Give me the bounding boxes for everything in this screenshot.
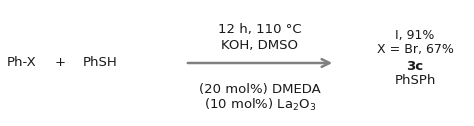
Text: X = Br, 67%: X = Br, 67% <box>376 43 454 56</box>
Text: (10 mol%) La$_2$O$_3$: (10 mol%) La$_2$O$_3$ <box>204 97 316 113</box>
Text: (20 mol%) DMEDA: (20 mol%) DMEDA <box>199 83 321 96</box>
Text: +: + <box>55 56 65 70</box>
Text: KOH, DMSO: KOH, DMSO <box>221 39 299 52</box>
Text: I, 91%: I, 91% <box>395 29 435 42</box>
Text: 12 h, 110 °C: 12 h, 110 °C <box>218 24 302 37</box>
Text: PhSH: PhSH <box>82 56 118 70</box>
Text: Ph-X: Ph-X <box>7 56 37 70</box>
Text: 3c: 3c <box>406 60 424 73</box>
Text: PhSPh: PhSPh <box>394 74 436 87</box>
